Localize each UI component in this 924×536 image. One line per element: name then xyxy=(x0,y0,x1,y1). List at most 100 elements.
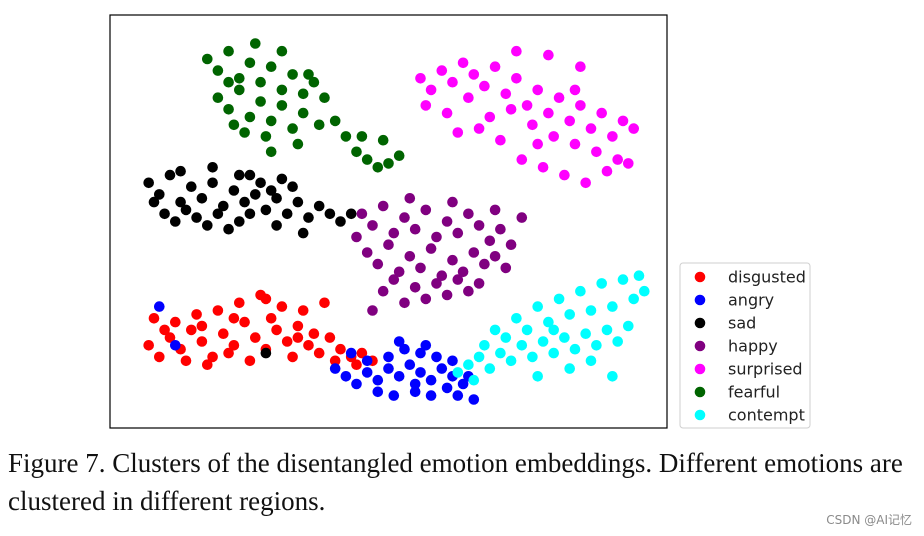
point-contempt-26 xyxy=(511,313,522,324)
point-fearful-27 xyxy=(393,150,405,161)
point-angry-5 xyxy=(383,363,394,374)
legend-marker-disgusted xyxy=(694,271,706,283)
watermark: CSDN @AI记忆 xyxy=(826,513,912,527)
point-fearful-4 xyxy=(244,57,256,69)
point-disgusted-38 xyxy=(351,359,362,371)
point-happy-16 xyxy=(372,258,384,270)
series-angry xyxy=(154,301,480,405)
point-happy-7 xyxy=(431,231,442,243)
scatter-figure: disgusted angry sad happy surprised fearful co… xyxy=(109,14,811,429)
point-fearful-34 xyxy=(239,127,250,138)
point-disgusted-37 xyxy=(329,355,341,367)
point-happy-30 xyxy=(388,274,400,285)
point-angry-27 xyxy=(420,340,432,351)
point-contempt-14 xyxy=(601,324,613,336)
point-disgusted-18 xyxy=(335,343,346,355)
point-fearful-19 xyxy=(297,107,309,119)
point-contempt-30 xyxy=(596,278,607,289)
point-happy-39 xyxy=(367,305,378,316)
point-angry-9 xyxy=(425,374,437,386)
points-layer xyxy=(143,38,650,405)
point-fearful-7 xyxy=(276,84,288,96)
point-sad-9 xyxy=(239,196,250,208)
point-contempt-18 xyxy=(521,324,533,336)
point-contempt-24 xyxy=(639,285,650,297)
point-contempt-38 xyxy=(468,374,480,386)
point-surprised-21 xyxy=(441,107,453,119)
point-happy-44 xyxy=(351,231,362,243)
point-fearful-28 xyxy=(223,76,234,88)
point-happy-17 xyxy=(383,239,394,250)
legend-label-contempt: contempt xyxy=(728,406,805,425)
point-angry-26 xyxy=(393,336,405,347)
point-fearful-10 xyxy=(308,76,320,88)
point-disgusted-35 xyxy=(287,351,298,363)
point-angry-20 xyxy=(409,386,421,398)
point-contempt-31 xyxy=(617,274,629,285)
point-contempt-21 xyxy=(585,305,597,316)
point-surprised-16 xyxy=(585,123,597,134)
point-disgusted-0 xyxy=(143,340,154,351)
point-surprised-11 xyxy=(532,84,543,96)
point-happy-23 xyxy=(447,254,458,266)
point-sad-35 xyxy=(207,162,218,173)
point-fearful-23 xyxy=(351,146,362,158)
point-happy-26 xyxy=(479,258,490,270)
point-fearful-5 xyxy=(255,76,266,88)
point-happy-19 xyxy=(404,250,416,262)
legend-marker-angry xyxy=(694,294,706,306)
point-happy-9 xyxy=(452,227,464,239)
point-surprised-38 xyxy=(452,127,464,138)
point-angry-10 xyxy=(436,363,448,374)
point-sad-22 xyxy=(180,204,192,216)
point-disgusted-13 xyxy=(281,336,293,347)
point-surprised-37 xyxy=(473,123,485,134)
point-angry-13 xyxy=(383,351,394,363)
legend-marker-fearful xyxy=(694,386,706,398)
point-surprised-12 xyxy=(543,107,554,119)
point-surprised-41 xyxy=(511,45,522,57)
point-fearful-25 xyxy=(372,162,384,173)
point-angry-30 xyxy=(154,301,165,312)
point-fearful-37 xyxy=(377,134,389,146)
point-disgusted-40 xyxy=(319,297,330,309)
point-surprised-17 xyxy=(596,107,607,119)
point-disgusted-30 xyxy=(180,355,192,367)
point-fearful-12 xyxy=(223,104,234,115)
point-angry-21 xyxy=(425,390,437,401)
point-fearful-17 xyxy=(276,100,288,111)
point-fearful-32 xyxy=(313,119,325,131)
legend-label-disgusted: disgusted xyxy=(728,268,806,287)
point-surprised-32 xyxy=(559,169,570,181)
point-fearful-9 xyxy=(297,88,309,100)
point-happy-41 xyxy=(447,196,458,208)
point-sad-5 xyxy=(196,193,208,204)
point-fearful-29 xyxy=(250,38,261,49)
series-surprised xyxy=(415,45,639,189)
point-surprised-8 xyxy=(500,88,512,100)
point-sad-15 xyxy=(303,212,314,223)
point-contempt-22 xyxy=(607,301,618,312)
point-disgusted-6 xyxy=(207,351,218,363)
point-happy-21 xyxy=(425,243,437,254)
point-sad-12 xyxy=(271,193,282,204)
point-fearful-33 xyxy=(260,131,272,142)
point-disgusted-9 xyxy=(239,316,250,328)
point-contempt-16 xyxy=(623,320,634,332)
point-disgusted-5 xyxy=(196,336,208,347)
point-sad-30 xyxy=(265,185,277,196)
point-surprised-19 xyxy=(617,115,629,127)
point-disgusted-31 xyxy=(202,359,213,371)
point-fearful-39 xyxy=(265,146,277,158)
point-sad-34 xyxy=(175,165,186,177)
point-happy-35 xyxy=(441,289,453,301)
point-sad-39 xyxy=(244,208,256,220)
point-angry-31 xyxy=(170,340,181,351)
point-disgusted-36 xyxy=(308,328,320,340)
point-contempt-3 xyxy=(484,363,496,374)
point-sad-2 xyxy=(164,169,176,181)
point-sad-40 xyxy=(260,347,272,359)
point-fearful-24 xyxy=(361,154,373,165)
point-surprised-3 xyxy=(447,76,458,88)
point-contempt-13 xyxy=(591,340,602,351)
